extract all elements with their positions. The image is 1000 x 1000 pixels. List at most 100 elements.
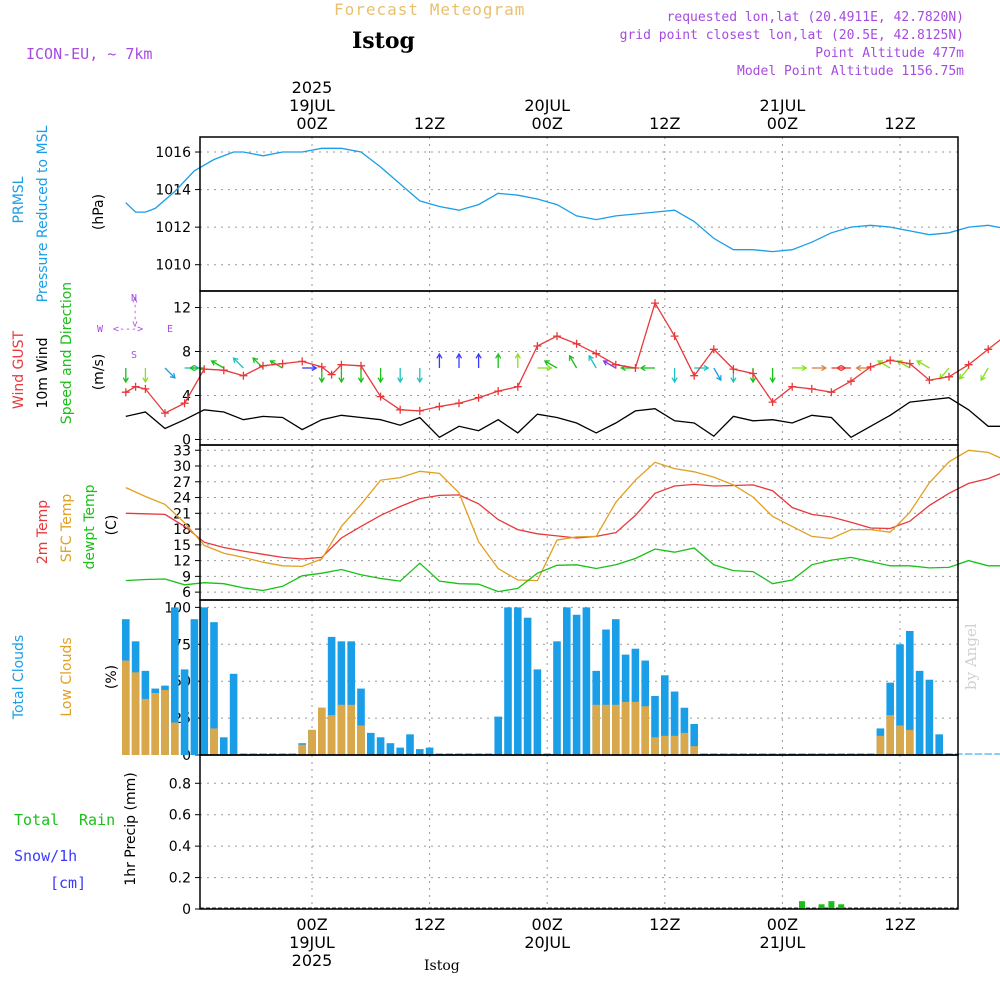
watermark: by Angel <box>962 623 980 690</box>
wind-arrow <box>939 367 950 380</box>
wind-arrow <box>713 367 722 381</box>
point-altitude: Point Altitude 477m <box>815 46 964 61</box>
precip-bar <box>818 904 825 909</box>
low-cloud-bar <box>210 728 218 755</box>
compass-north: N <box>131 293 137 304</box>
gust-marker <box>768 398 777 407</box>
gust-marker <box>396 405 405 414</box>
pressure-label-prmsl: PRMSL <box>11 176 27 223</box>
wind-arrow-head <box>602 360 609 366</box>
gust-marker <box>807 384 816 393</box>
wind-arrow <box>877 360 891 369</box>
pressure-unit: (hPa) <box>91 194 107 230</box>
pressure-label-msl: Pressure Reduced to MSL <box>35 125 51 302</box>
wind-arrow-head <box>835 364 842 372</box>
precip-bar <box>799 901 805 909</box>
total-cloud-bar <box>514 607 522 755</box>
total-cloud-bar <box>533 669 542 755</box>
total-cloud-bar <box>504 607 512 755</box>
gust-marker <box>925 376 934 385</box>
gust-marker <box>131 382 140 391</box>
time-label-top: 2025 <box>292 78 333 97</box>
wind-label: 10m Wind <box>35 337 51 408</box>
precip-ytick-label: 0.8 <box>169 776 191 792</box>
wind-arrow-head <box>232 357 239 364</box>
time-label-bottom: 12Z <box>884 915 915 934</box>
gust-marker <box>180 399 189 408</box>
total-cloud-bar <box>376 737 385 755</box>
wind-arrow-head <box>188 364 195 372</box>
wind-arrow <box>164 367 176 379</box>
gust-marker <box>651 299 659 308</box>
gust-marker <box>415 406 424 415</box>
temp-ytick-label: 27 <box>173 475 191 491</box>
gust-marker <box>945 372 953 381</box>
precip-bar <box>828 901 835 909</box>
low-cloud-bar <box>612 704 620 755</box>
gust-marker <box>259 361 267 370</box>
clouds-ytick-label: 0 <box>182 748 191 764</box>
gust-marker <box>866 362 875 371</box>
low-cloud-bar <box>631 701 640 755</box>
pressure-ytick-label: 1014 <box>155 183 191 199</box>
total-cloud-bar <box>602 629 610 755</box>
station-name: Istog <box>352 28 415 54</box>
wind-ytick-label: 12 <box>173 301 191 317</box>
time-label-bottom: 00Z <box>296 915 327 934</box>
time-label-bottom: 2025 <box>292 951 333 970</box>
wind-arrow-head <box>169 372 176 379</box>
wind-arrow-head <box>318 377 325 384</box>
gust-marker <box>690 371 699 380</box>
gust-marker <box>278 359 287 368</box>
gust-marker <box>905 359 914 368</box>
total-cloud-bar <box>494 716 502 755</box>
low-cloud-bar <box>298 744 306 755</box>
grid-point-location: grid point closest lon,lat (20.5E, 42.81… <box>619 28 964 43</box>
total-clouds-label: Total Clouds <box>11 635 27 720</box>
low-cloud-bar <box>327 715 336 755</box>
low-cloud-bar <box>151 693 159 755</box>
wind-ytick-label: 0 <box>182 433 191 449</box>
gust-marker <box>964 360 973 369</box>
pressure-ytick-label: 1010 <box>155 258 191 274</box>
total-cloud-bar <box>347 641 355 755</box>
compass-east: E <box>167 324 173 335</box>
gust-marker <box>749 369 757 378</box>
clouds-unit: (%) <box>104 665 120 689</box>
requested-location: requested lon,lat (20.4911E, 42.7820N) <box>666 10 964 25</box>
gust-marker <box>847 377 855 386</box>
wind-arrow-head <box>338 377 345 384</box>
gust-marker <box>474 393 483 402</box>
low-cloud-bar <box>602 704 610 755</box>
total-cloud-bar <box>651 695 659 755</box>
low-cloud-bar <box>131 672 140 755</box>
wind-arrow <box>980 367 989 381</box>
total-cloud-bar <box>210 622 218 755</box>
time-label-top: 19JUL <box>289 96 335 115</box>
footer-station: Istog <box>424 958 460 974</box>
total-cloud-bar <box>925 679 934 755</box>
wind-arrow <box>603 360 617 369</box>
temp-ytick-label: 33 <box>173 443 191 459</box>
precip-ytick-label: 0.4 <box>169 839 191 855</box>
total-cloud-bar <box>386 743 395 755</box>
wind-arrow-head <box>568 354 575 361</box>
temp-2m-label: 2m Temp <box>35 500 51 564</box>
low-cloud-bar <box>896 725 904 755</box>
total-cloud-bar <box>357 688 365 755</box>
wind-arrow-head <box>252 357 259 364</box>
total-cloud-bar <box>200 607 208 755</box>
compass-south: S <box>131 350 137 361</box>
low-cloud-bar <box>690 746 698 755</box>
low-cloud-bar <box>161 690 169 755</box>
wind-arrow-head <box>916 360 923 366</box>
wind-arrow-head <box>436 352 443 359</box>
low-cloud-bar <box>357 725 365 755</box>
time-label-bottom: 12Z <box>649 915 680 934</box>
gust-marker <box>631 364 640 372</box>
gust-marker <box>984 345 993 354</box>
gust-marker <box>317 362 326 371</box>
wind-arrow <box>959 367 970 380</box>
